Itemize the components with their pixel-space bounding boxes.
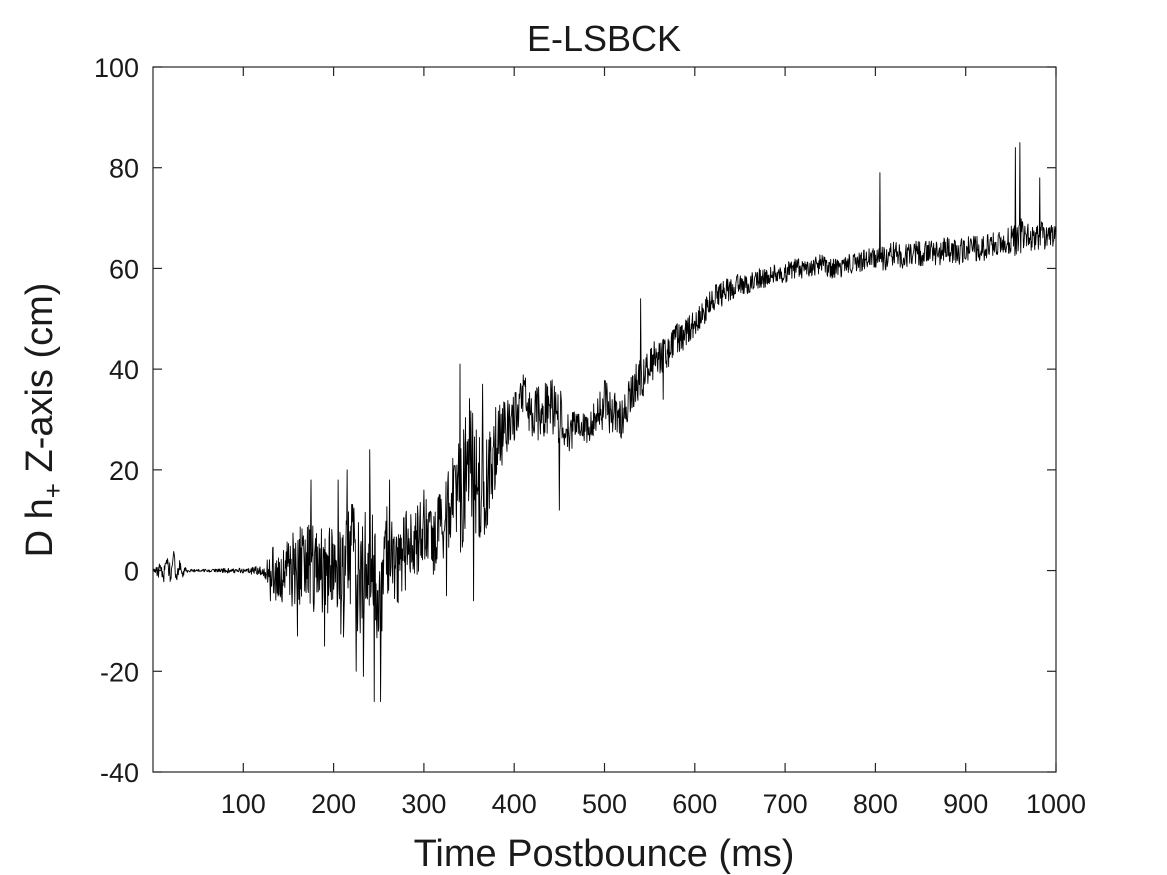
y-axis-label-suffix: Z-axis (cm)	[19, 283, 61, 484]
y-axis-label-subscript: +	[38, 483, 68, 498]
x-tick-label-600: 600	[672, 789, 717, 819]
chart-title: E-LSBCK	[527, 18, 681, 59]
x-tick-label-300: 300	[401, 789, 446, 819]
x-tick-label-100: 100	[221, 789, 266, 819]
y-axis-label-prefix: D h	[19, 498, 61, 557]
y-tick-label-40: 40	[109, 355, 139, 385]
y-tick-label-20: 20	[109, 456, 139, 486]
x-tick-label-400: 400	[492, 789, 537, 819]
y-tick-label--20: -20	[100, 657, 139, 687]
x-tick-label-1000: 1000	[1026, 789, 1086, 819]
y-tick-label-0: 0	[124, 557, 139, 587]
series-group	[152, 142, 1057, 702]
y-tick-label-100: 100	[94, 53, 139, 83]
x-tick-label-800: 800	[853, 789, 898, 819]
series-line-0	[152, 142, 1057, 702]
x-tick-label-700: 700	[763, 789, 808, 819]
x-tick-label-200: 200	[311, 789, 356, 819]
y-tick-label-60: 60	[109, 254, 139, 284]
axis-ticks	[153, 66, 1057, 773]
y-axis-label: D h+ Z-axis (cm)	[19, 283, 68, 558]
plot-frame	[152, 66, 1057, 773]
x-axis-label: Time Postbounce (ms)	[414, 833, 795, 875]
y-tick-labels: -40 -20 0 20 40 60 80 100	[94, 53, 139, 788]
y-tick-label--40: -40	[100, 758, 139, 788]
y-tick-label-80: 80	[109, 154, 139, 184]
x-tick-labels: 100 200 300 400 500 600 700 800 900 1000	[221, 789, 1086, 819]
x-tick-label-500: 500	[582, 789, 627, 819]
x-tick-label-900: 900	[943, 789, 988, 819]
